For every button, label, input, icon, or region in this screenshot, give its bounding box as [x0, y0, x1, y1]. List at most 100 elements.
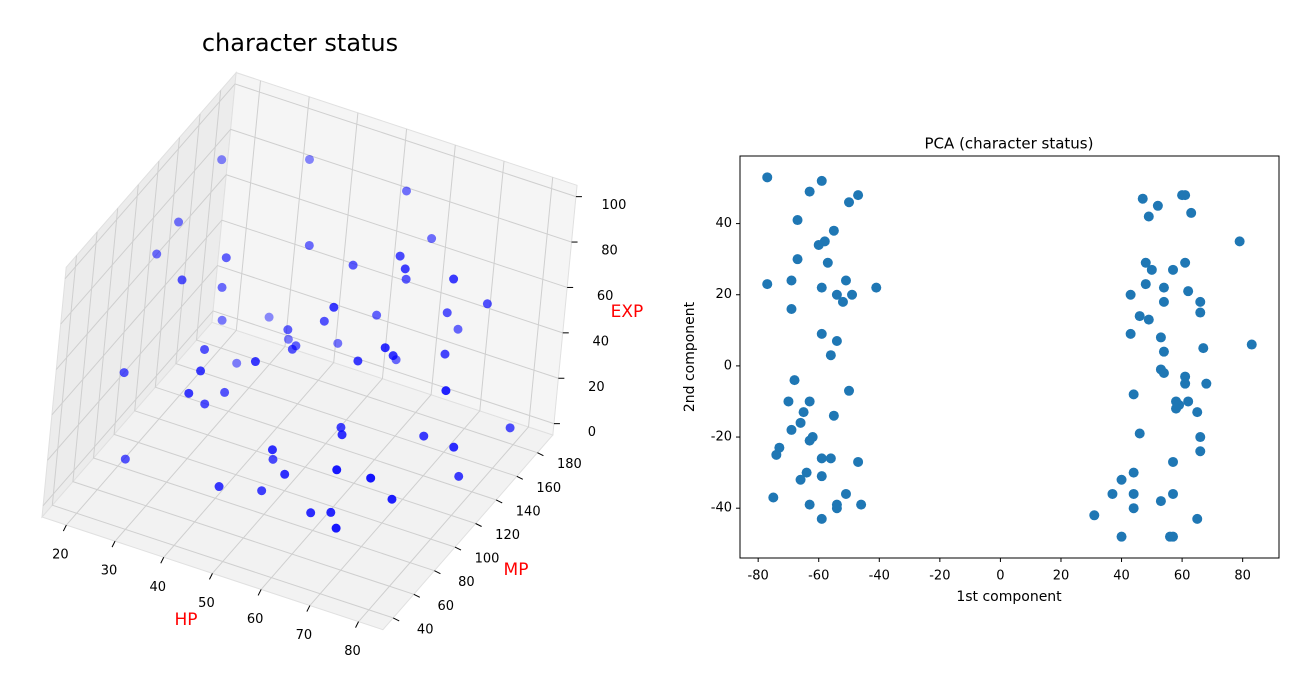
point	[762, 172, 773, 183]
x-tick-label: 50	[198, 596, 215, 611]
grid-line	[134, 161, 476, 524]
point	[783, 396, 794, 407]
point	[366, 473, 376, 483]
point	[1116, 474, 1127, 485]
point	[326, 507, 336, 517]
point	[871, 282, 882, 293]
point	[348, 260, 358, 270]
point	[217, 315, 227, 325]
point	[337, 430, 347, 440]
point	[1128, 503, 1139, 514]
tick-mark	[516, 475, 524, 480]
point	[1180, 378, 1191, 389]
point	[395, 251, 405, 261]
point	[1158, 296, 1169, 307]
point	[840, 488, 851, 499]
point	[427, 234, 437, 244]
x-tick-label: 20	[52, 548, 69, 563]
x-axis-label: HP	[174, 610, 197, 630]
point	[119, 368, 129, 378]
point	[1107, 488, 1118, 499]
point	[200, 344, 210, 354]
y-tick-label: -20	[711, 430, 732, 445]
point	[1158, 346, 1169, 357]
tick-mark	[537, 452, 544, 457]
point	[200, 399, 210, 409]
tick-mark	[392, 617, 400, 622]
point	[1128, 488, 1139, 499]
z-tick-label: 20	[588, 380, 605, 395]
point	[1158, 368, 1169, 379]
grid-line	[358, 177, 554, 622]
tick-mark	[434, 570, 441, 575]
chart-title: PCA (character status)	[925, 135, 1094, 153]
x-tick-label: 60	[247, 612, 264, 627]
point	[847, 289, 858, 300]
y-tick-label: 120	[495, 528, 520, 543]
tick-mark	[111, 540, 116, 548]
point	[1134, 428, 1145, 439]
point	[768, 492, 779, 503]
x-tick-label: 40	[149, 580, 166, 595]
point	[801, 467, 812, 478]
point	[401, 274, 411, 284]
point	[442, 308, 452, 318]
point	[353, 356, 363, 366]
point	[786, 275, 797, 286]
chart-title: character status	[202, 29, 398, 57]
point	[831, 335, 842, 346]
z-tick-label: 40	[592, 334, 609, 349]
point	[831, 499, 842, 510]
x-tick-label: 80	[344, 644, 361, 659]
point	[1128, 389, 1139, 400]
point	[196, 366, 206, 376]
y-tick-label: 0	[724, 358, 732, 373]
grid-line	[114, 96, 310, 542]
point	[391, 355, 401, 365]
point	[1137, 193, 1148, 204]
point	[1155, 496, 1166, 507]
point	[336, 422, 346, 432]
point	[332, 465, 342, 475]
y-tick-label: 180	[557, 457, 582, 472]
point	[264, 312, 274, 322]
point	[853, 456, 864, 467]
point	[813, 239, 824, 250]
point	[828, 225, 839, 236]
point	[1180, 190, 1191, 201]
point	[283, 325, 293, 335]
point	[831, 289, 842, 300]
point	[792, 254, 803, 265]
point	[1192, 407, 1203, 418]
y-tick-label: 140	[516, 504, 541, 519]
point	[232, 358, 242, 368]
grid-line	[64, 83, 577, 279]
grid-line	[51, 255, 394, 619]
point	[306, 508, 316, 518]
point	[804, 396, 815, 407]
point	[795, 474, 806, 485]
point	[217, 155, 227, 165]
point	[177, 275, 187, 285]
point	[400, 264, 410, 274]
point	[771, 449, 782, 460]
point	[120, 454, 130, 464]
point	[816, 328, 827, 339]
grid-line	[212, 128, 408, 574]
grid-line	[60, 128, 572, 325]
point	[1168, 264, 1179, 275]
point	[789, 375, 800, 386]
point	[221, 253, 231, 263]
point	[856, 499, 867, 510]
grid-line	[51, 219, 563, 416]
point	[453, 324, 463, 334]
y-tick-label: 60	[438, 599, 455, 614]
point	[267, 445, 277, 455]
point	[816, 513, 827, 524]
z-tick-label: 0	[588, 425, 596, 440]
point	[304, 154, 314, 164]
point	[1234, 236, 1245, 247]
tick-mark	[306, 605, 311, 612]
point	[304, 240, 314, 250]
point	[482, 299, 492, 309]
